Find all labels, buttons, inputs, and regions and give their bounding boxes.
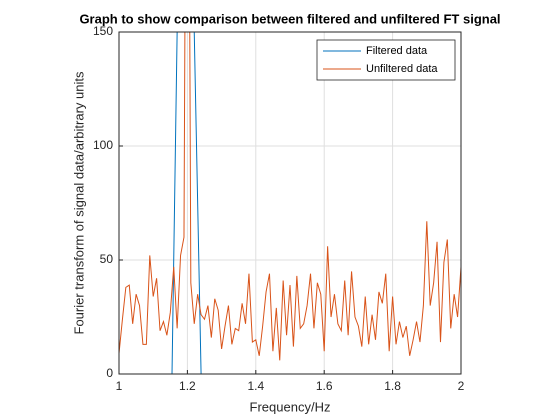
- legend-label: Filtered data: [366, 45, 428, 57]
- y-tick-label: 100: [93, 138, 113, 152]
- y-tick-label: 50: [100, 252, 114, 266]
- legend-box: [316, 39, 456, 81]
- x-tick-label: 1.8: [384, 379, 401, 393]
- x-tick-label: 1.4: [247, 379, 264, 393]
- y-axis-label: Fourier transform of signal data/arbitra…: [71, 71, 86, 334]
- chart-title: Graph to show comparison between filtere…: [79, 11, 500, 26]
- series-line: [119, 32, 461, 361]
- plot-area: [119, 32, 461, 374]
- legend-label: Unfiltered data: [366, 63, 438, 75]
- y-tick-label: 150: [93, 24, 113, 38]
- x-axis-label: Frequency/Hz: [250, 399, 331, 414]
- x-tick-label: 1: [116, 379, 123, 393]
- x-tick-label: 1.6: [316, 379, 333, 393]
- x-tick-label: 2: [458, 379, 465, 393]
- axes-box: [118, 31, 462, 375]
- y-tick-label: 0: [106, 366, 113, 380]
- x-tick-label: 1.2: [179, 379, 196, 393]
